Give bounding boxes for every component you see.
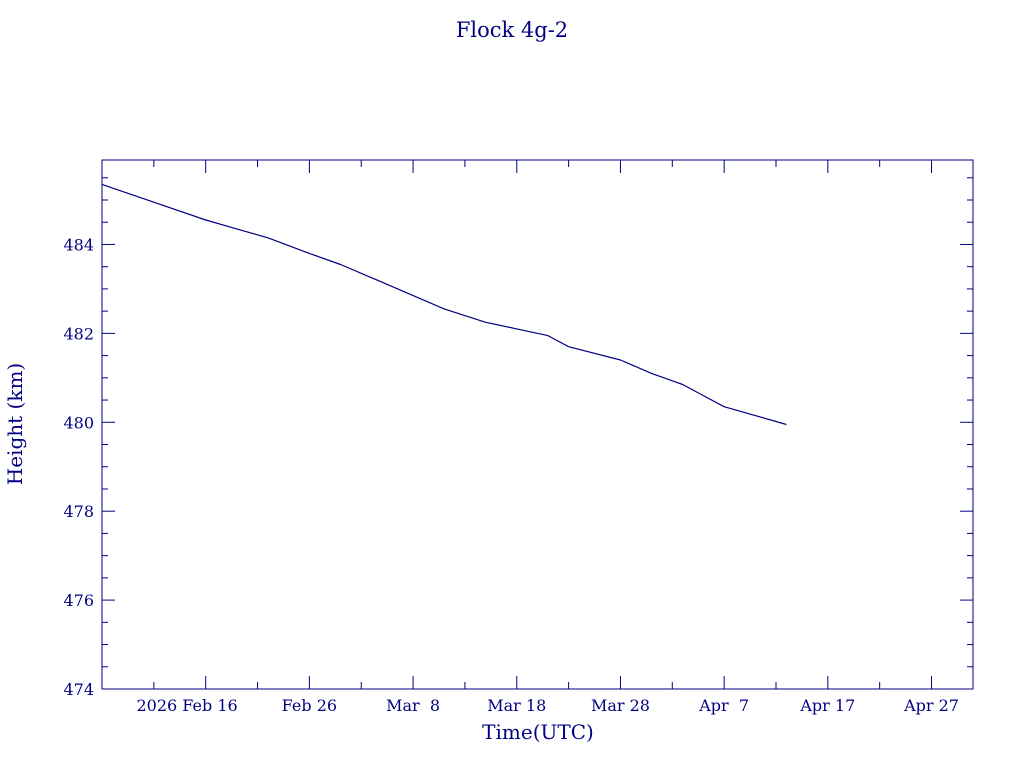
series-line [101,183,787,426]
x-tick-label: Apr 17 [799,696,855,715]
x-axis-label: Time(UTC) [482,720,594,744]
x-tick-label: Feb 26 [282,696,337,715]
y-tick-label: 476 [63,591,94,610]
x-tick-label: Mar 8 [386,696,440,715]
axis-ticks [102,160,973,690]
x-tick-label: Mar 28 [591,696,650,715]
y-tick-label: 478 [63,502,94,521]
x-tick-label: Mar 18 [487,696,546,715]
axis-tick-labels: 474 476 478 480 482 484 2026 Feb 16 Feb 26 Mar 8… [63,235,959,715]
y-axis-label: Height (km) [3,363,27,485]
chart-title: Flock 4g-2 [456,18,568,42]
y-tick-label: 474 [63,680,94,699]
plot-frame [101,159,974,690]
y-tick-label: 482 [63,324,94,343]
x-tick-label: Apr 27 [903,696,959,715]
x-tick-label: 2026 Feb 16 [137,696,238,715]
y-tick-label: 484 [63,235,94,254]
y-tick-label: 480 [63,413,94,432]
x-tick-label: Apr 7 [698,696,749,715]
